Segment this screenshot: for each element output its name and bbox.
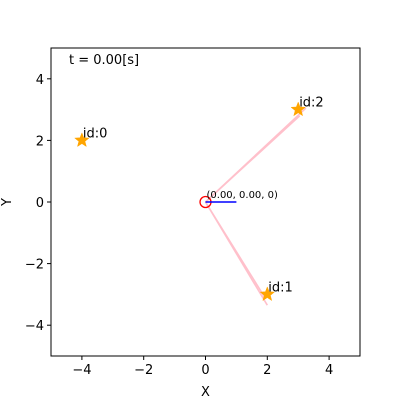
x-tick-label: −4 <box>72 363 91 378</box>
landmark-star <box>259 286 276 302</box>
landmark-label: id:1 <box>268 280 293 295</box>
y-tick-label: −4 <box>25 319 44 334</box>
plot-frame <box>50 47 361 357</box>
y-tick-label: 4 <box>36 73 44 88</box>
observation-rays <box>204 107 307 306</box>
y-axis-label: Y <box>0 198 15 207</box>
x-tick-label: 2 <box>263 363 271 378</box>
landmark-star <box>74 132 90 148</box>
landmark-label: id:0 <box>83 126 108 141</box>
y-tick-label: 2 <box>36 134 44 149</box>
axis-ticks: −4 −2 0 2 4 −4 −2 0 2 4 <box>25 73 333 378</box>
x-tick-label: 4 <box>325 363 333 378</box>
x-tick-label: −2 <box>134 363 153 378</box>
y-tick-label: −2 <box>25 258 44 273</box>
landmark-star <box>290 101 306 117</box>
observation-ray <box>204 201 266 298</box>
landmarks: id:0 id:1 id:2 <box>74 96 324 302</box>
robot-pose-label: (0.00, 0.00, 0) <box>207 190 279 201</box>
landmark-label: id:2 <box>299 96 324 111</box>
observation-ray <box>204 115 301 203</box>
robot: (0.00, 0.00, 0) <box>199 190 279 209</box>
time-label: t = 0.00[s] <box>69 53 139 68</box>
x-tick-label: 0 <box>201 363 209 378</box>
y-tick-label: 0 <box>36 196 44 211</box>
x-axis-label: X <box>201 385 210 400</box>
